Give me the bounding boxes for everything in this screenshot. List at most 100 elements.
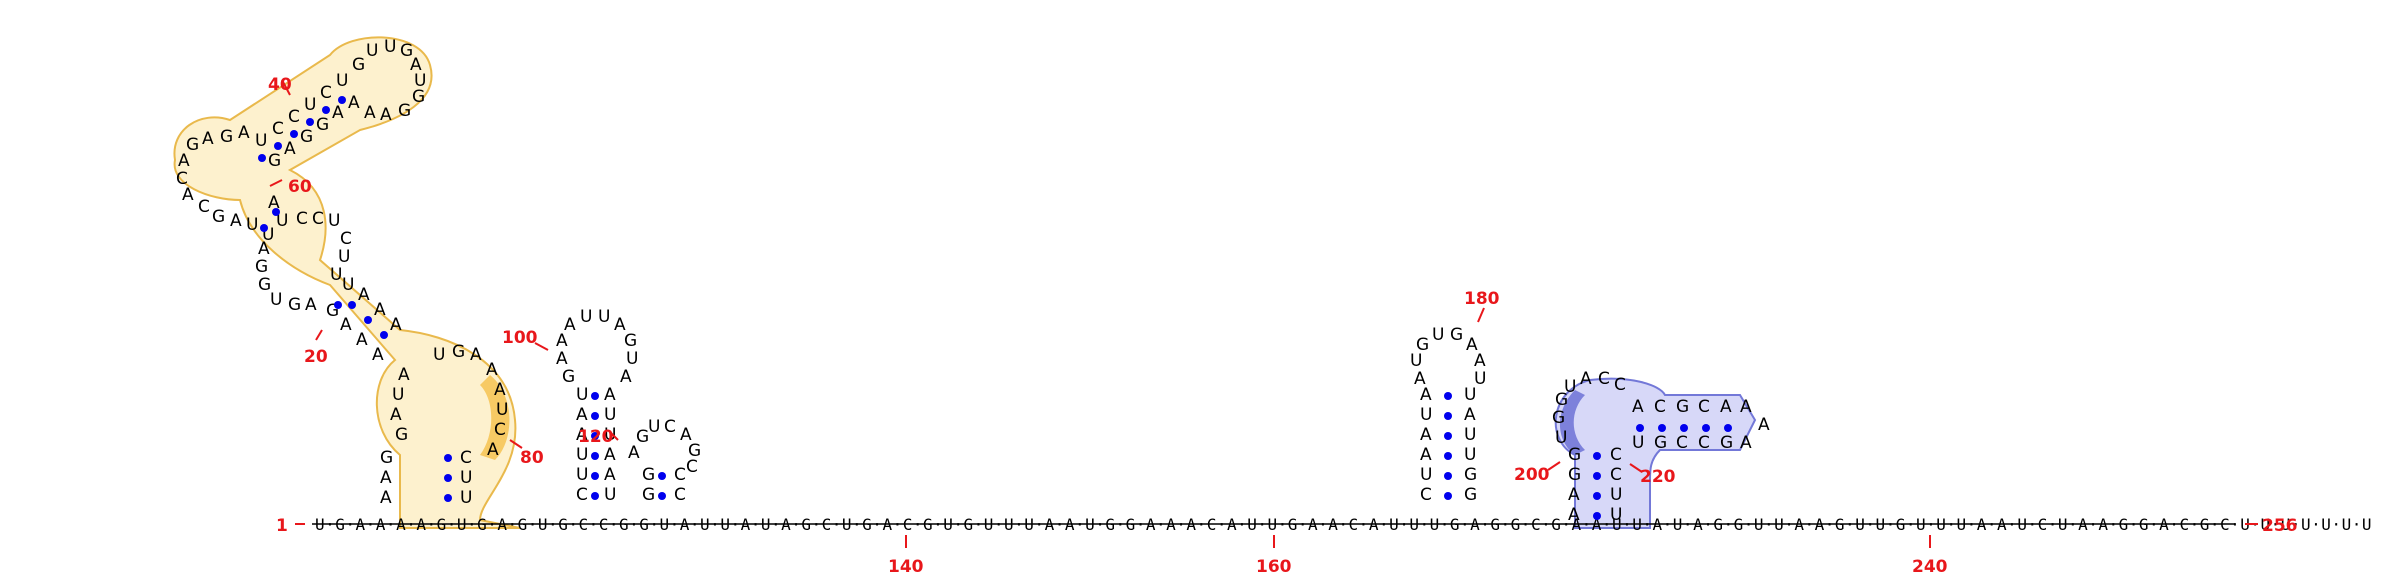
- svg-text:U: U: [328, 211, 340, 231]
- svg-text:A: A: [284, 139, 296, 159]
- svg-text:C: C: [1610, 465, 1622, 485]
- svg-text:U: U: [1474, 369, 1486, 389]
- svg-text:U: U: [330, 265, 342, 285]
- svg-text:U: U: [576, 465, 588, 485]
- svg-text:G: G: [300, 127, 313, 147]
- svg-text:A: A: [576, 405, 588, 425]
- svg-text:C: C: [1614, 375, 1626, 395]
- svg-text:U: U: [270, 290, 282, 310]
- svg-text:G: G: [562, 367, 575, 387]
- svg-text:U: U: [604, 485, 616, 505]
- svg-text:G: G: [1416, 335, 1429, 355]
- svg-text:A: A: [1720, 397, 1732, 417]
- svg-text:C: C: [494, 420, 506, 440]
- svg-text:C: C: [272, 119, 284, 139]
- svg-text:A: A: [680, 425, 692, 445]
- svg-text:C: C: [460, 448, 472, 468]
- svg-text:G: G: [636, 427, 649, 447]
- svg-text:A: A: [380, 105, 392, 125]
- svg-text:A: A: [1420, 425, 1432, 445]
- index-label-240: 240: [1912, 557, 1948, 573]
- svg-text:U: U: [1464, 385, 1476, 405]
- index-label-20: 20: [304, 347, 328, 367]
- svg-text:A: A: [372, 345, 384, 365]
- svg-text:G: G: [395, 425, 408, 445]
- svg-text:G: G: [1464, 465, 1477, 485]
- svg-text:U: U: [414, 71, 426, 91]
- svg-text:G: G: [452, 342, 465, 362]
- svg-text:C: C: [340, 229, 352, 249]
- svg-text:G: G: [1464, 485, 1477, 505]
- svg-text:G: G: [1654, 433, 1667, 453]
- svg-text:U: U: [1420, 405, 1432, 425]
- svg-text:A: A: [604, 385, 616, 405]
- svg-text:U: U: [648, 417, 660, 437]
- svg-text:G: G: [1555, 390, 1568, 410]
- svg-text:G: G: [642, 465, 655, 485]
- svg-text:U: U: [384, 37, 396, 57]
- svg-text:C: C: [1698, 397, 1710, 417]
- svg-text:G: G: [1552, 408, 1565, 428]
- svg-text:A: A: [1466, 335, 1478, 355]
- index-label-40: 40: [268, 75, 292, 95]
- svg-text:A: A: [604, 445, 616, 465]
- index-label-1: 1: [276, 516, 288, 536]
- svg-text:G: G: [220, 127, 233, 147]
- svg-text:G: G: [400, 41, 413, 61]
- svg-text:U: U: [276, 211, 288, 231]
- svg-text:U: U: [433, 345, 445, 365]
- loop-2-nucleotides: AGU GGA UUC UCC: [255, 209, 352, 315]
- svg-text:G: G: [258, 275, 271, 295]
- index-label-60: 60: [288, 177, 312, 197]
- index-label-220: 220: [1640, 467, 1676, 487]
- svg-text:U: U: [1610, 485, 1622, 505]
- svg-text:A: A: [1474, 351, 1486, 371]
- stem-1: A A G U U C: [380, 448, 472, 508]
- index-ticks: [269, 79, 2258, 548]
- index-label-200: 200: [1514, 465, 1550, 485]
- svg-text:C: C: [664, 417, 676, 437]
- svg-text:U: U: [342, 275, 354, 295]
- svg-text:A: A: [628, 443, 640, 463]
- sequence-text: U·G·A·A·A·A·G·U·G·A·G·U·G·C·C·G·G·U·A·U·…: [315, 515, 2372, 534]
- svg-text:U: U: [626, 349, 638, 369]
- svg-text:A: A: [1568, 485, 1580, 505]
- svg-text:U: U: [255, 131, 267, 151]
- svg-text:A: A: [604, 465, 616, 485]
- yellow-strong-highlight: [480, 375, 510, 460]
- svg-text:G: G: [380, 448, 393, 468]
- svg-text:A: A: [390, 315, 402, 335]
- svg-text:C: C: [1598, 369, 1610, 389]
- svg-text:A: A: [1758, 415, 1770, 435]
- svg-text:A: A: [1414, 369, 1426, 389]
- svg-text:G: G: [624, 331, 637, 351]
- svg-text:G: G: [688, 441, 701, 461]
- svg-text:A: A: [470, 345, 482, 365]
- svg-text:A: A: [1420, 445, 1432, 465]
- svg-text:A: A: [268, 193, 280, 213]
- svg-text:A: A: [332, 103, 344, 123]
- svg-text:A: A: [1740, 433, 1752, 453]
- index-label-180: 180: [1464, 289, 1500, 309]
- svg-text:U: U: [1610, 505, 1622, 525]
- svg-text:A: A: [564, 315, 576, 335]
- svg-text:A: A: [390, 405, 402, 425]
- svg-text:U: U: [460, 468, 472, 488]
- index-label-80: 80: [520, 448, 544, 468]
- svg-text:A: A: [1740, 397, 1752, 417]
- svg-text:U: U: [246, 215, 258, 235]
- svg-text:U: U: [1555, 428, 1567, 448]
- svg-text:A: A: [238, 123, 250, 143]
- index-label-256: 256: [2262, 516, 2298, 536]
- svg-text:G: G: [352, 55, 365, 75]
- stem-3: UUA UAG: [212, 193, 288, 245]
- svg-text:U: U: [496, 400, 508, 420]
- svg-text:A: A: [486, 360, 498, 380]
- svg-text:A: A: [1568, 505, 1580, 525]
- svg-text:U: U: [366, 41, 378, 61]
- svg-text:A: A: [398, 365, 410, 385]
